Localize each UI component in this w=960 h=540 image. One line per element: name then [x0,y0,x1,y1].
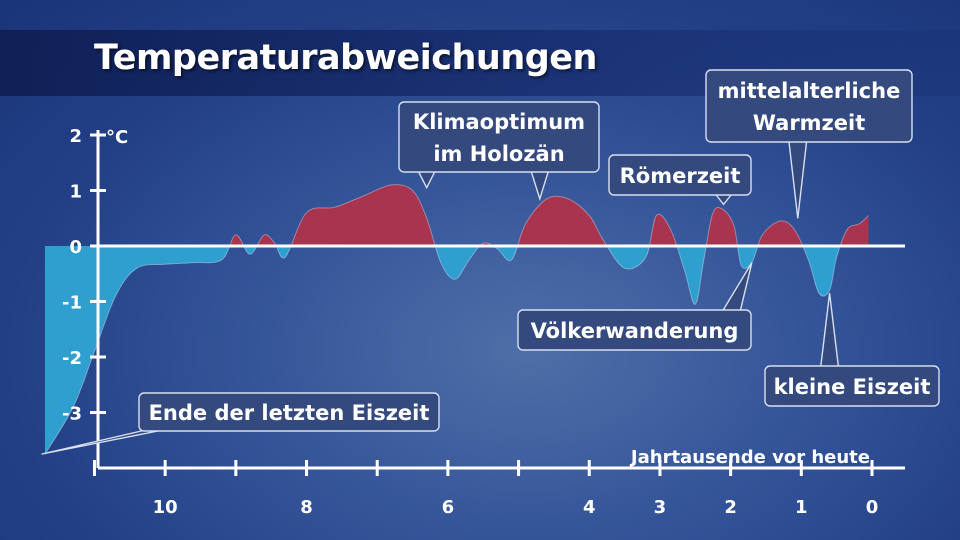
callout-box [608,154,752,196]
callout-text: Warmzeit [753,111,866,135]
callout-text: Ende der letzten Eiszeit [149,401,430,425]
callout-klimaoptimum-im-holozän: Klimaoptimum im Holozän [398,101,600,202]
callout-text: im Holozän [433,142,564,166]
callout-text: Klimaoptimum [413,110,585,134]
callout-box [138,392,440,432]
callout-mittelalterliche-warmzeit: mittelalterliche Warmzeit [705,69,913,219]
callout-box [705,69,913,143]
callout-pointer [787,139,808,219]
x-axis-label: Jahrtausende vor heute [629,447,870,468]
callout-kleine-eiszeit: kleine Eiszeit [764,293,940,407]
x-tick-label: 1 [795,497,808,518]
callout-römerzeit: Römerzeit [608,154,752,206]
y-tick-label: -2 [62,348,82,369]
x-tick-label: 8 [300,497,313,518]
callout-text: Römerzeit [620,164,741,188]
x-tick-label: 0 [866,497,879,518]
positive-deviation-area [44,184,869,246]
y-tick-label: -3 [62,404,82,425]
y-tick-label: 0 [69,237,82,258]
callout-box [517,309,752,351]
x-tick-label: 10 [153,497,178,518]
callout-text: mittelalterliche [718,79,901,103]
callout-pointer [529,169,550,202]
callout-pointer [720,262,753,313]
callout-text: Völkerwanderung [531,319,739,343]
callout-box [764,365,940,407]
callout-pointer [819,293,840,369]
y-tick-label: 2 [69,126,82,147]
x-tick-label: 6 [442,497,455,518]
negative-deviation-area [44,246,869,455]
callout-ende-der-letzten-eiszeit: Ende der letzten Eiszeit [41,392,440,455]
chart-title: Temperaturabweichungen [94,38,597,78]
temperature-line [44,184,869,455]
y-axis-unit: °C [106,127,128,148]
callout-box [398,101,600,173]
callout-pointer [41,428,169,455]
x-tick-label: 4 [583,497,596,518]
callout-text: kleine Eiszeit [774,375,931,399]
y-tick-label: -1 [62,293,82,314]
callout-völkerwanderung: Völkerwanderung [517,262,753,351]
y-tick-label: 1 [69,182,82,203]
x-tick-label: 2 [724,497,737,518]
x-tick-label: 3 [654,497,667,518]
